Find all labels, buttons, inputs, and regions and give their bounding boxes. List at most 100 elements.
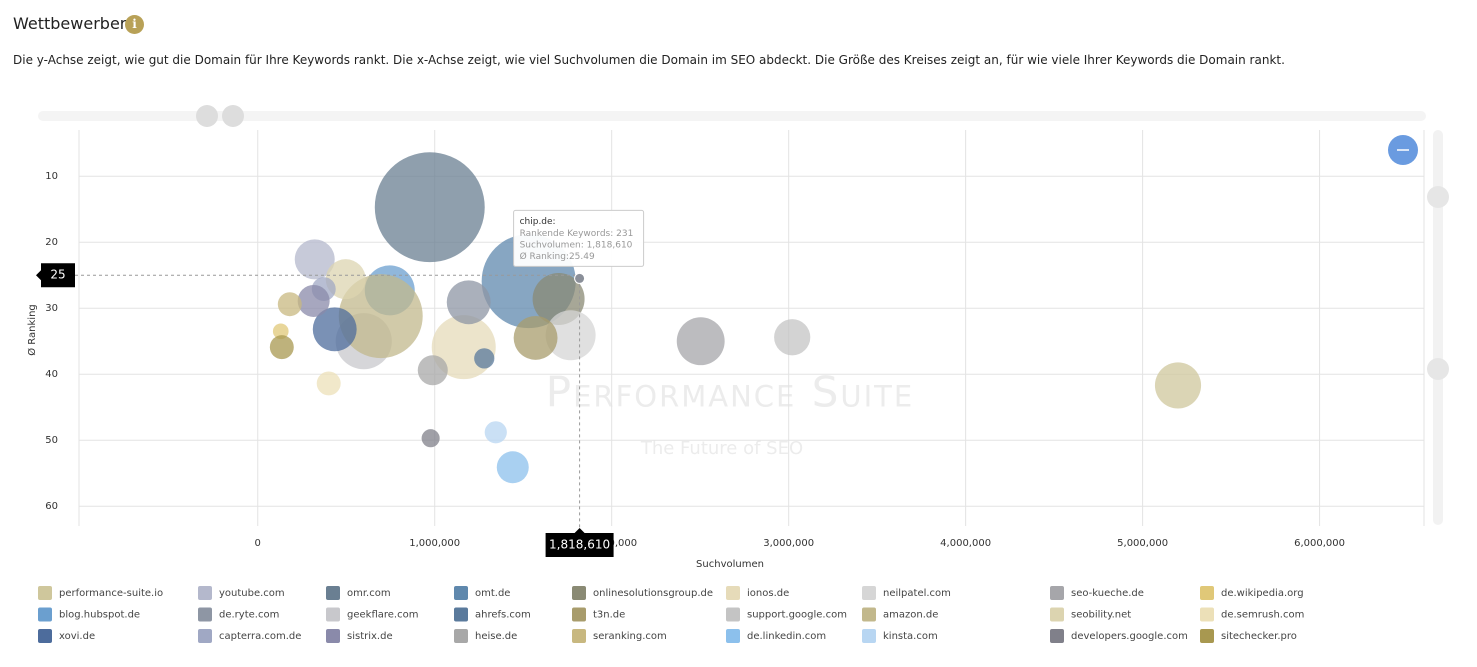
scroll-handle[interactable] [1427,358,1449,380]
legend-swatch[interactable] [1200,586,1214,600]
tooltip-box [513,209,645,267]
legend-swatch[interactable] [454,607,468,622]
legend-label: seo-kueche.de [1071,588,1144,599]
bubble [269,335,294,360]
legend-swatch[interactable] [326,629,340,643]
x-tick-label: 1,000,000 [409,538,460,549]
bubble [316,371,341,396]
legend-label: omt.de [475,588,510,599]
x-tick-label: 6,000,000 [1294,538,1345,549]
legend-label: neilpatel.com [883,588,951,599]
legend-label: developers.google.com [1071,631,1188,642]
legend-swatch[interactable] [1200,607,1214,622]
y-tick-label: 20 [45,237,58,248]
legend-swatch[interactable] [454,586,468,600]
grid-group: 10203040506001,000,0002,000,0003,000,000… [26,130,1424,570]
legend-label: de.ryte.com [219,610,279,621]
info-icon[interactable]: i [125,15,144,34]
legend-label: de.semrush.com [1221,610,1304,621]
legend-swatch[interactable] [862,586,876,600]
x-axis-title: Suchvolumen [696,559,764,570]
legend-swatch[interactable] [326,586,340,600]
legend-label: youtube.com [219,588,285,599]
legend-label: performance-suite.io [59,588,163,599]
crosshair-x-label-bg [545,528,614,557]
navigator[interactable] [38,111,1426,121]
bubble [421,429,440,448]
bubble [446,280,491,325]
bubble [774,319,811,356]
crosshair-y-label: 25 [50,268,65,282]
overlay-group: 25 1,818,610 chip.de: Rankende Keywords: 23… [36,209,645,557]
legend-label: kinsta.com [883,631,938,642]
hover-point [574,272,586,284]
legend-label: sistrix.de [347,631,393,642]
y-scrollbar[interactable] [1433,130,1443,525]
legend-swatch[interactable] [1050,607,1064,622]
scroll-handle[interactable] [1427,186,1449,208]
legend-swatch[interactable] [38,629,52,643]
bubble [496,451,529,484]
legend-label: xovi.de [59,631,95,642]
legend-label: support.google.com [747,610,847,621]
legend-swatch[interactable] [1050,586,1064,600]
bubble [374,152,485,263]
legend-label: de.linkedin.com [747,631,826,642]
section-title: Wettbewerber [13,14,127,33]
legend-label: geekflare.com [347,610,418,621]
legend-label: blog.hubspot.de [59,610,140,621]
legend-swatch[interactable] [726,607,740,622]
legend-swatch[interactable] [38,586,52,600]
bubble [272,323,289,340]
x-tick-label: 3,000,000 [763,538,814,549]
legend-label: onlinesolutionsgroup.de [593,588,713,599]
legend-swatch[interactable] [198,586,212,600]
bubble [312,307,357,352]
legend-label: t3n.de [593,610,625,621]
legend-swatch[interactable] [726,629,740,643]
y-tick-label: 60 [45,501,58,512]
legend-label: ahrefs.com [475,610,531,621]
bubble [297,284,330,317]
watermark: Performance Suite [546,368,914,417]
x-tick-label: 0 [255,538,261,549]
bubble [484,421,507,444]
tooltip-title: chip.de: [520,217,556,227]
legend-swatch[interactable] [862,629,876,643]
y-axis-title: Ø Ranking [26,304,38,356]
legend-label: de.wikipedia.org [1221,588,1304,599]
y-tick-label: 10 [45,171,58,182]
legend-swatch[interactable] [454,629,468,643]
bubble [277,292,302,317]
bubble [676,317,725,366]
navigator-handle[interactable] [222,105,244,127]
x-tick-label: 5,000,000 [1117,538,1168,549]
legend-swatch[interactable] [572,629,586,643]
y-tick-label: 40 [45,369,58,380]
legend-swatch[interactable] [198,607,212,622]
legend-swatch[interactable] [862,607,876,622]
legend-swatch[interactable] [198,629,212,643]
navigator-handle[interactable] [196,105,218,127]
legend-swatch[interactable] [1050,629,1064,643]
tooltip-line: Ø Ranking:25.49 [520,251,595,262]
legend-swatch[interactable] [572,586,586,600]
legend-label: heise.de [475,631,517,642]
legend-swatch[interactable] [1200,629,1214,643]
legend-label: ionos.de [747,588,789,599]
bubble [513,315,558,360]
bubble [417,355,448,386]
tooltip-line: Rankende Keywords: 231 [520,229,634,239]
legend-swatch[interactable] [326,607,340,622]
legend-swatch[interactable] [38,607,52,622]
legend-swatch[interactable] [572,607,586,622]
bubble [294,239,335,280]
watermark-subtitle: The Future of SEO [640,438,803,459]
legend-swatch[interactable] [726,586,740,600]
crosshair-y-label-bg [36,263,75,288]
crosshair-x-label: 1,818,610 [549,538,610,552]
description: Die y-Achse zeigt, wie gut die Domain fü… [13,53,1285,67]
legend-label: seobility.net [1071,610,1131,621]
